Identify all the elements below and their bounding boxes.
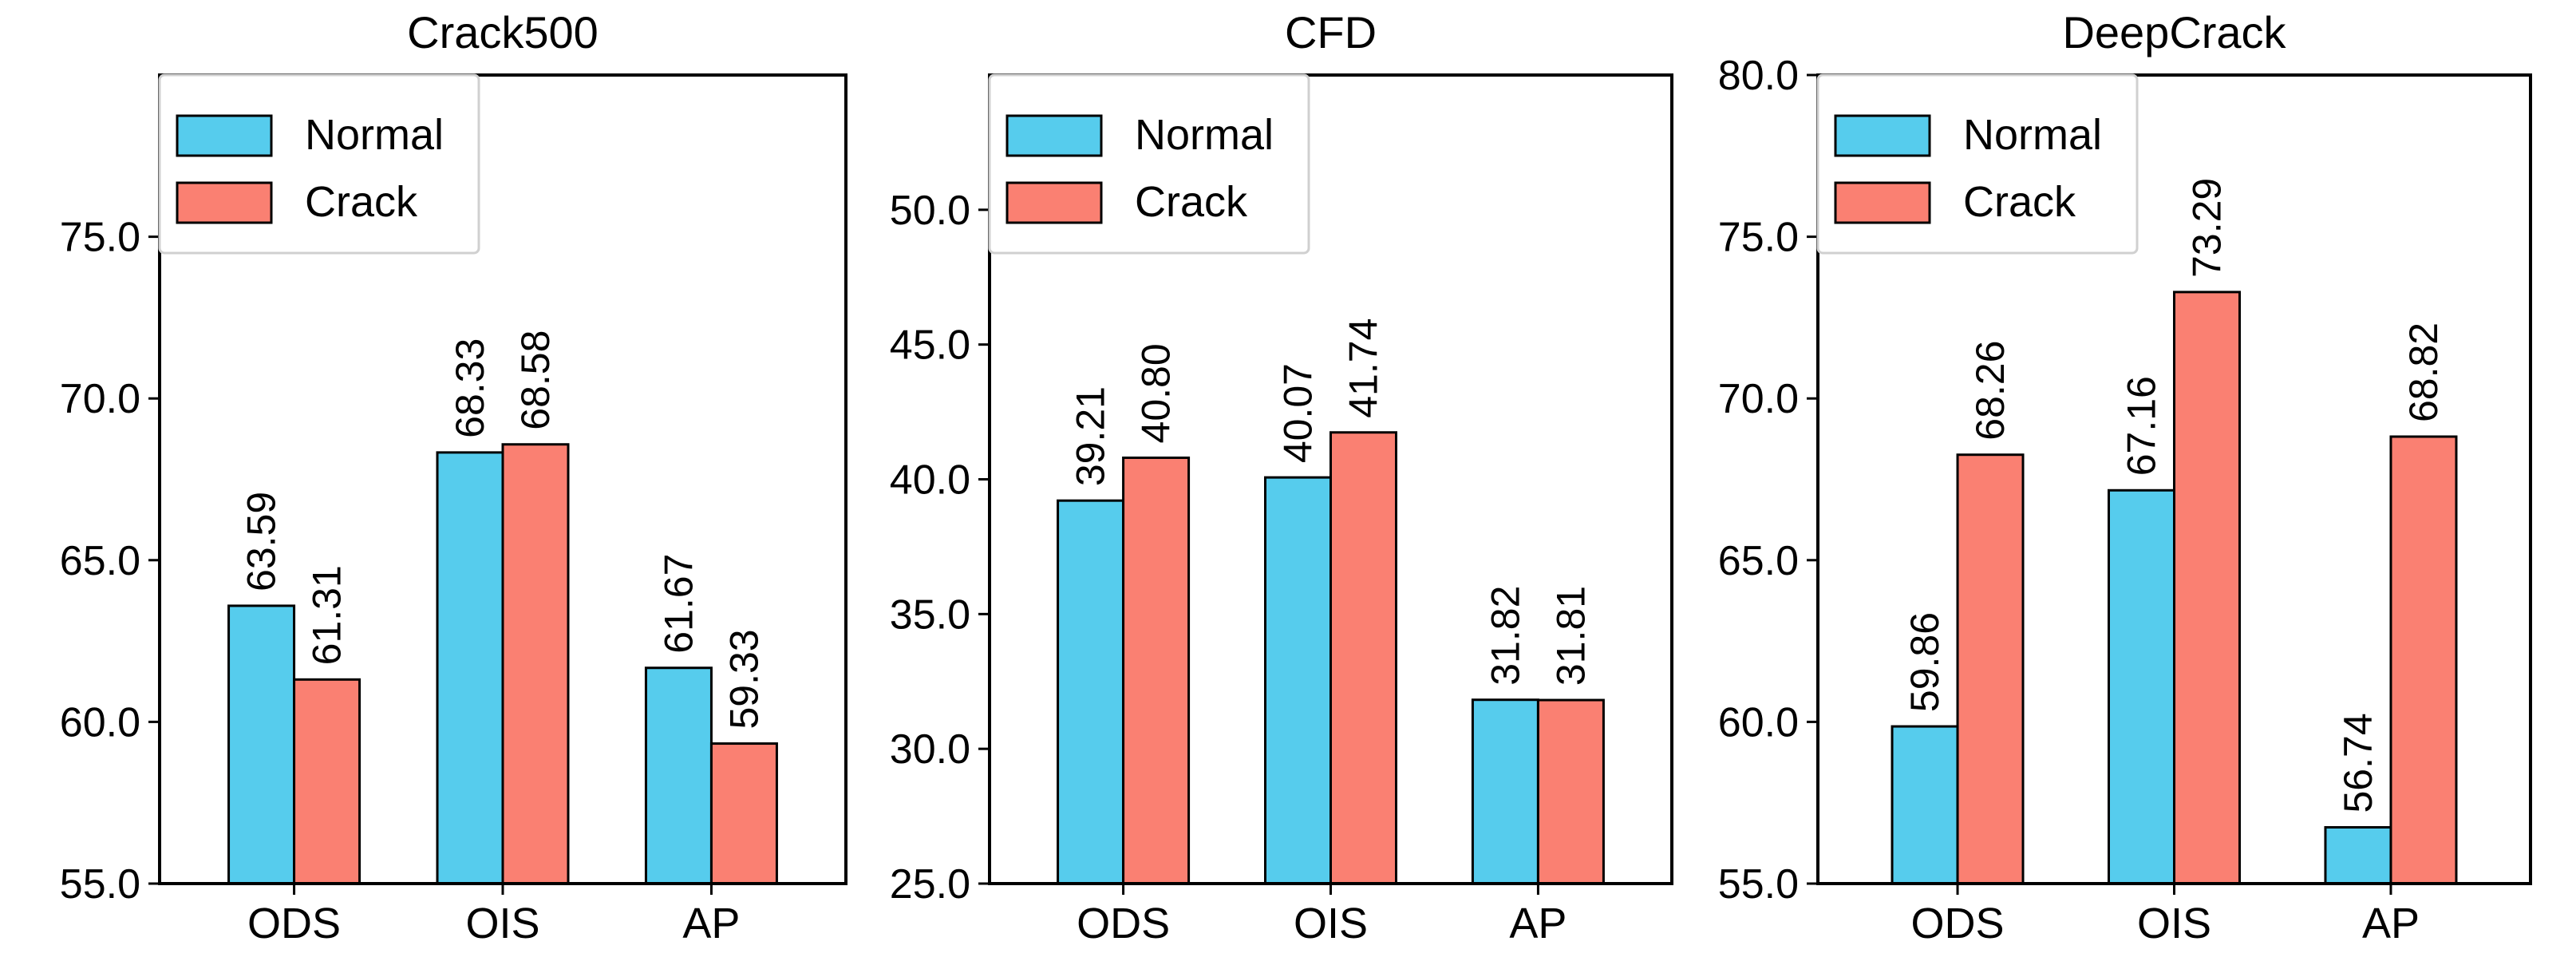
x-tick-label: OIS [1294,900,1368,947]
value-label: 41.74 [1341,318,1386,418]
value-label: 68.33 [448,338,492,438]
value-label: 68.26 [1968,341,2013,441]
bar-crack-ap [2389,435,2458,885]
bar-crack-ap [1536,698,1605,885]
legend-swatch-normal [176,114,273,157]
y-tick-label: 30.0 [890,726,970,773]
bar-crack-ois [2173,291,2241,885]
legend-label-normal: Normal [1963,111,2102,159]
legend-box [1816,73,2139,255]
y-tick-label: 60.0 [1718,699,1799,746]
value-label: 68.82 [2401,322,2446,422]
y-tick-label: 75.0 [60,215,140,261]
legend: Normal Crack [158,73,480,255]
y-tick-label: 45.0 [890,322,970,369]
value-label: 63.59 [239,492,284,591]
value-label: 56.74 [2336,713,2380,813]
y-tick-label: 55.0 [60,861,140,908]
bar-normal-ap [644,666,713,885]
value-label: 40.80 [1134,343,1179,443]
bar-crack-ap [709,742,778,885]
legend-label-crack: Crack [305,178,418,226]
legend-swatch-crack [1834,181,1931,224]
bar-normal-ois [2108,488,2175,885]
y-tick-label: 25.0 [890,861,970,908]
value-label: 61.67 [656,554,701,654]
x-tick-label: ODS [1077,900,1170,947]
legend-swatch-crack [176,181,273,224]
y-tick-label: 50.0 [890,188,970,234]
y-tick-label: 35.0 [890,591,970,638]
x-tick-label: AP [1509,900,1567,947]
value-label: 31.82 [1483,586,1527,686]
bar-normal-ods [1057,499,1125,885]
x-tick-label: OIS [2137,900,2211,947]
bar-normal-ois [436,451,504,885]
value-label: 59.86 [1902,612,1947,712]
legend-label-normal: Normal [1135,111,1274,159]
legend-swatch-normal [1006,114,1103,157]
x-tick-label: ODS [1911,900,2005,947]
value-label: 31.81 [1548,586,1593,686]
bar-normal-ap [2324,825,2392,885]
bar-crack-ods [1956,453,2025,885]
bar-normal-ap [1471,698,1539,885]
legend-label-normal: Normal [305,111,444,159]
legend: Normal Crack [1816,73,2139,255]
value-label: 61.31 [305,565,350,665]
value-label: 40.07 [1276,363,1321,463]
y-tick-label: 70.0 [60,376,140,422]
bar-crack-ods [1122,456,1191,885]
x-tick-label: AP [682,900,740,947]
y-tick-label: 55.0 [1718,861,1799,908]
bar-normal-ois [1264,476,1332,885]
bar-crack-ods [293,678,362,885]
y-tick-label: 60.0 [60,699,140,746]
chart-title: Crack500 [407,7,599,57]
y-tick-label: 65.0 [60,538,140,584]
y-tick-label: 75.0 [1718,215,1799,261]
legend-label-crack: Crack [1135,178,1248,226]
plot-frame [158,73,847,885]
value-label: 73.29 [2185,178,2230,278]
value-label: 68.58 [513,330,558,430]
chart-title: DeepCrack [2062,7,2286,57]
x-tick-label: ODS [247,900,341,947]
legend-box [158,73,480,255]
y-tick-label: 40.0 [890,457,970,504]
chart-panel-deepcrack: DeepCrack 59.86 68.26 ODS 67.16 73.29 OIS 56.74… [1718,7,2532,947]
plot-frame [988,73,1673,885]
value-label: 59.33 [721,629,766,729]
plot-frame [1816,73,2532,885]
legend-swatch-crack [1006,181,1103,224]
y-tick-label: 65.0 [1718,538,1799,584]
bar-normal-ods [1891,725,1959,885]
legend: Normal Crack [988,73,1310,255]
chart-title: CFD [1285,7,1377,57]
legend-swatch-normal [1834,114,1931,157]
legend-label-crack: Crack [1963,178,2076,226]
x-tick-label: OIS [465,900,539,947]
x-tick-label: AP [2362,900,2420,947]
chart-panel-cfd: CFD 39.21 40.80 ODS 40.07 41.74 OIS 31.82 31.81 A… [890,7,1673,947]
bar-crack-ois [1329,431,1397,885]
y-tick-label: 70.0 [1718,376,1799,422]
legend-box [988,73,1310,255]
y-tick-label: 80.0 [1718,53,1799,99]
chart-panel-crack500: Crack500 63.59 61.31 ODS 68.33 68.58 OIS 61.67 5… [60,7,847,947]
value-label: 67.16 [2120,376,2164,476]
bar-normal-ods [227,604,296,885]
value-label: 39.21 [1069,386,1113,486]
bar-crack-ois [501,443,570,885]
